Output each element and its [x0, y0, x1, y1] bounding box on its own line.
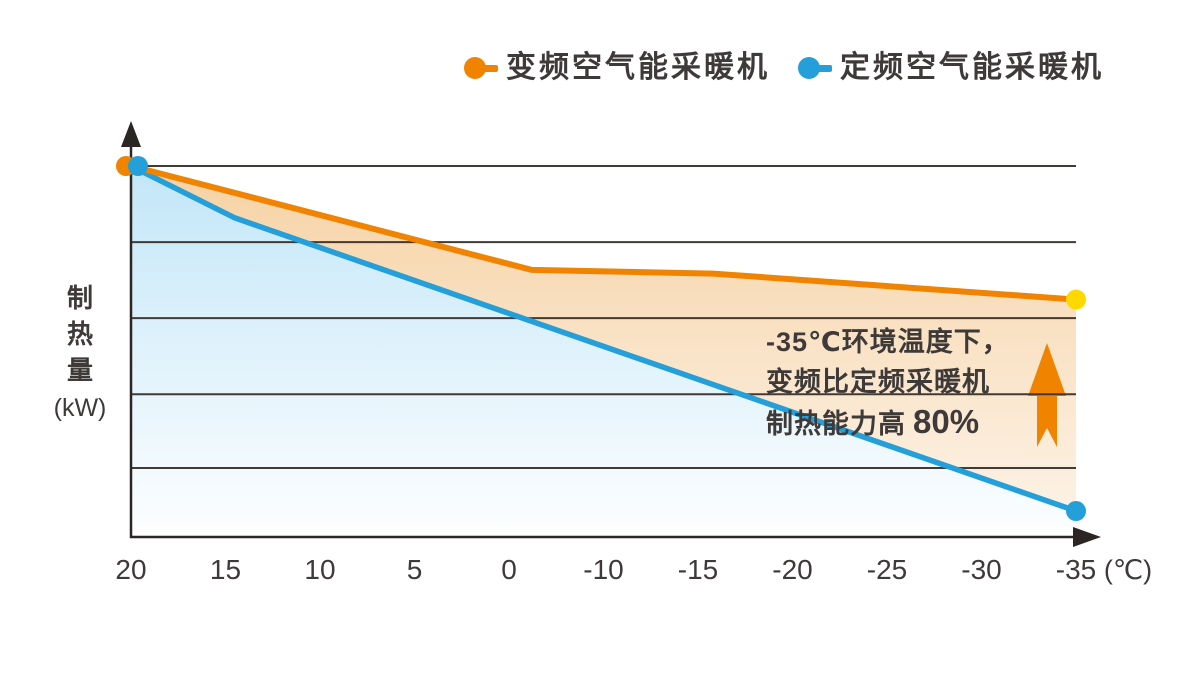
x-tick-label: -30 [961, 554, 1002, 585]
x-tick-label: -15 [677, 554, 719, 585]
y-axis-unit: (kW) [53, 394, 107, 422]
x-axis-tick-labels: 20 15 10 5 0 -10 -15 -20 -25 -30 -35 [0, 552, 1200, 588]
dot-icon [798, 57, 820, 79]
blue-dot-line-icon [798, 57, 832, 79]
y-axis-title-char: 量 [66, 355, 93, 385]
x-tick-label: 5 [406, 554, 423, 585]
fixed-end-dot [1066, 501, 1086, 522]
line-stub-icon [483, 64, 498, 72]
y-axis-title: 制 热 量 (kW) [50, 280, 110, 426]
x-tick-label: 15 [209, 554, 242, 585]
x-tick-label: 20 [115, 554, 147, 585]
x-tick-label: -35 [1055, 554, 1097, 585]
y-axis-arrow-icon [121, 121, 141, 147]
annotation-line-2: 变频比定频采暖机 [766, 367, 990, 397]
legend: 变频空气能采暖机 定频空气能采暖机 [464, 50, 1104, 86]
x-tick-label: 0 [501, 554, 517, 585]
y-axis-title-char: 制 [66, 283, 93, 313]
variable-frequency-line [128, 163, 1079, 303]
annotation-callout: -35℃环境温度下， 变频比定频采暖机 制热能力高 80% [766, 322, 1010, 444]
annotation-line-1: -35℃环境温度下， [766, 327, 1010, 357]
variable-end-dot [1066, 289, 1086, 310]
annotation-line-3: 制热能力高 80% [766, 402, 1010, 444]
annotation-line-3-text: 制热能力高 [766, 409, 906, 439]
orange-dot-line-icon [464, 57, 498, 79]
x-tick-label: 10 [304, 554, 336, 585]
x-axis-unit: (℃) [1103, 555, 1153, 585]
x-axis-arrow-icon [1073, 527, 1101, 547]
variable-frequency-area [131, 166, 1076, 511]
legend-item-fixed-frequency: 定频空气能采暖机 [798, 50, 1104, 86]
fixed-frequency-line [128, 163, 1079, 514]
legend-label-fixed-frequency: 定频空气能采暖机 [840, 51, 1104, 84]
line-stub-icon [817, 64, 832, 72]
x-tick-label: -25 [866, 554, 908, 585]
x-tick-label: -10 [583, 554, 624, 585]
legend-item-variable-frequency: 变频空气能采暖机 [464, 50, 770, 86]
fixed-start-dot [128, 156, 148, 176]
dot-icon [464, 57, 486, 79]
fixed-frequency-area [131, 166, 1076, 537]
legend-label-variable-frequency: 变频空气能采暖机 [506, 51, 770, 84]
x-tick-label: -20 [772, 554, 813, 585]
annotation-percentage: 80% [913, 403, 980, 440]
y-axis-title-char: 热 [66, 319, 93, 349]
